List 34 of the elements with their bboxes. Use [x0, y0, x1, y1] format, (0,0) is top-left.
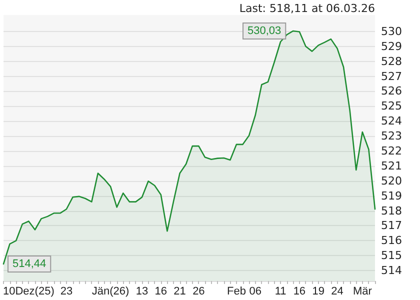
- x-tick-label: 06: [249, 286, 262, 298]
- x-tick-label: 11: [274, 286, 286, 298]
- y-tick-label: 525: [381, 100, 402, 113]
- x-tick-label: 16: [154, 286, 168, 298]
- x-tick-label: 21: [174, 286, 186, 298]
- x-tick-label: 10Dez(25): [3, 286, 54, 298]
- x-tick-label: Feb: [226, 286, 246, 298]
- y-tick-label: 527: [381, 70, 402, 83]
- annotation: 514,44: [12, 258, 46, 270]
- annotation: 530,03: [247, 24, 282, 37]
- y-tick-label: 528: [381, 54, 402, 68]
- x-tick-label: 23: [60, 286, 73, 298]
- y-tick-label: 515: [381, 249, 402, 262]
- x-tick-label: 19: [312, 286, 324, 298]
- y-tick-label: 518: [381, 204, 402, 218]
- x-tick-label: Mär: [352, 286, 372, 298]
- y-tick-label: 530: [381, 24, 402, 38]
- y-tick-label: 524: [381, 114, 402, 128]
- y-tick-label: 523: [381, 130, 402, 143]
- y-tick-label: 519: [381, 189, 402, 202]
- y-tick-label: 517: [381, 219, 402, 232]
- y-tick-label: 522: [381, 144, 402, 158]
- text: Last: 518,11 at 06.03.26: [239, 2, 376, 15]
- x-tick-label: Jän(26): [92, 286, 130, 298]
- y-tick-label: 514: [381, 264, 402, 278]
- y-tick-label: 520: [381, 174, 402, 188]
- x-tick-label: 16: [293, 286, 306, 298]
- y-tick-label: 529: [381, 40, 402, 53]
- y-tick-label: 521: [381, 159, 402, 172]
- x-tick-label: 24: [331, 286, 344, 298]
- x-tick-label: 13: [136, 286, 148, 298]
- y-tick-label: 516: [381, 234, 402, 248]
- y-tick-label: 526: [381, 84, 402, 98]
- x-tick-label: 26: [192, 286, 205, 298]
